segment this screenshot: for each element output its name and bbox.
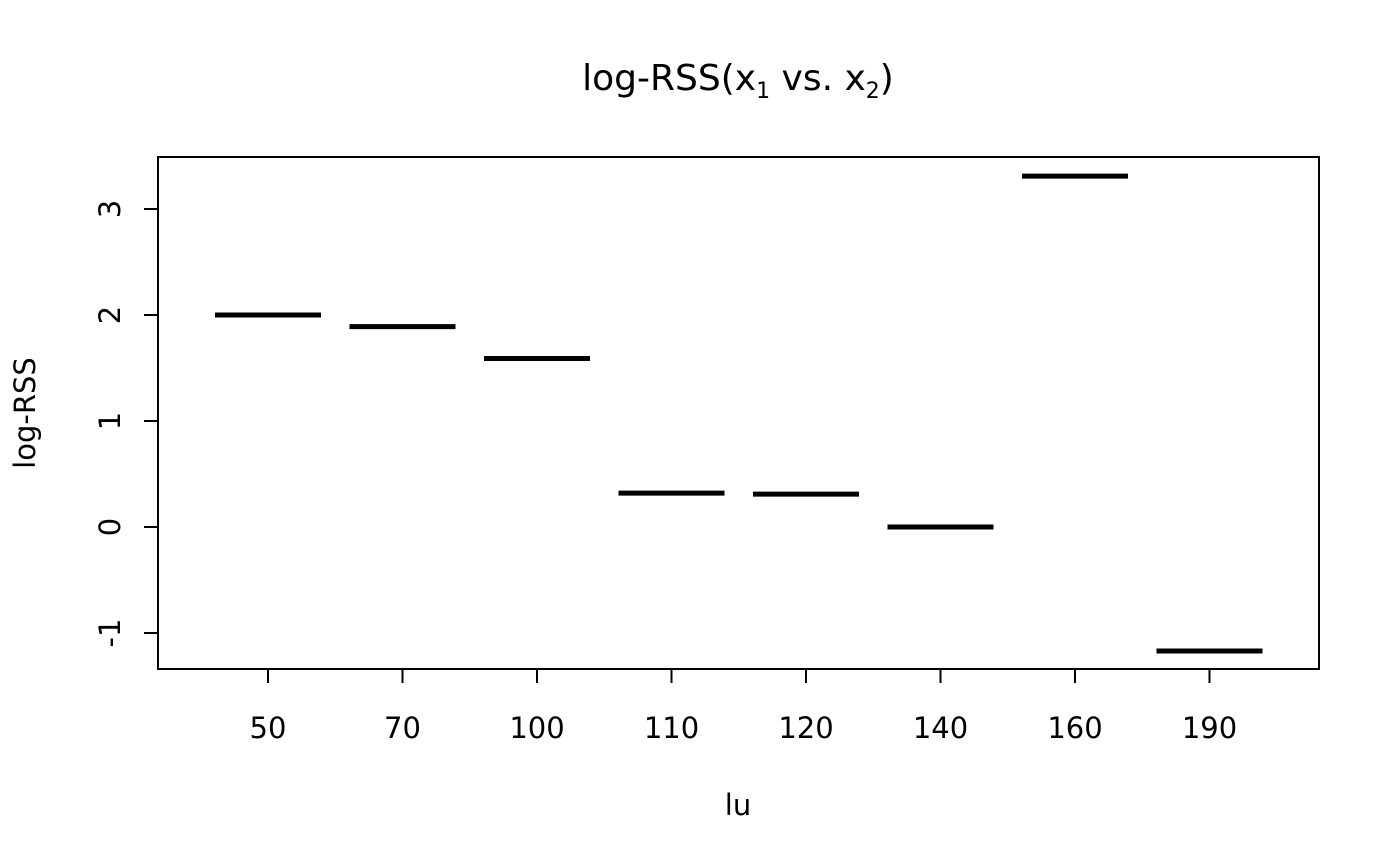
x-axis: 50 70 100 110 120 140 160 190 [250, 669, 1237, 745]
chart-title: log-RSS(x1 vs. x2) [582, 58, 894, 104]
y-axis-label: log-RSS [8, 357, 42, 469]
chart-title-end: ) [880, 58, 894, 99]
x-tick-label: 140 [913, 711, 968, 745]
y-tick-label: 3 [93, 200, 127, 218]
x-axis-label: lu [725, 788, 751, 822]
data-marks [215, 173, 1263, 654]
y-axis: -1 0 1 2 3 [93, 200, 158, 648]
x-tick-label: 50 [250, 711, 287, 745]
y-tick-label: 0 [93, 518, 127, 536]
y-tick-label: 1 [93, 412, 127, 430]
x-tick-label: 100 [509, 711, 564, 745]
x-tick-label: 190 [1182, 711, 1237, 745]
x-tick-label: 160 [1047, 711, 1102, 745]
x-tick-label: 70 [384, 711, 421, 745]
plot-area-box [157, 156, 1320, 670]
chart-title-middle: vs. x [770, 58, 866, 99]
chart-title-base: log-RSS(x [582, 58, 756, 99]
y-tick-label: -1 [93, 619, 127, 648]
x-tick-label: 110 [644, 711, 699, 745]
chart-title-subscript-1: 1 [756, 79, 770, 104]
chart-title-subscript-2: 2 [866, 79, 880, 104]
x-tick-label: 120 [778, 711, 833, 745]
y-tick-label: 2 [93, 306, 127, 324]
